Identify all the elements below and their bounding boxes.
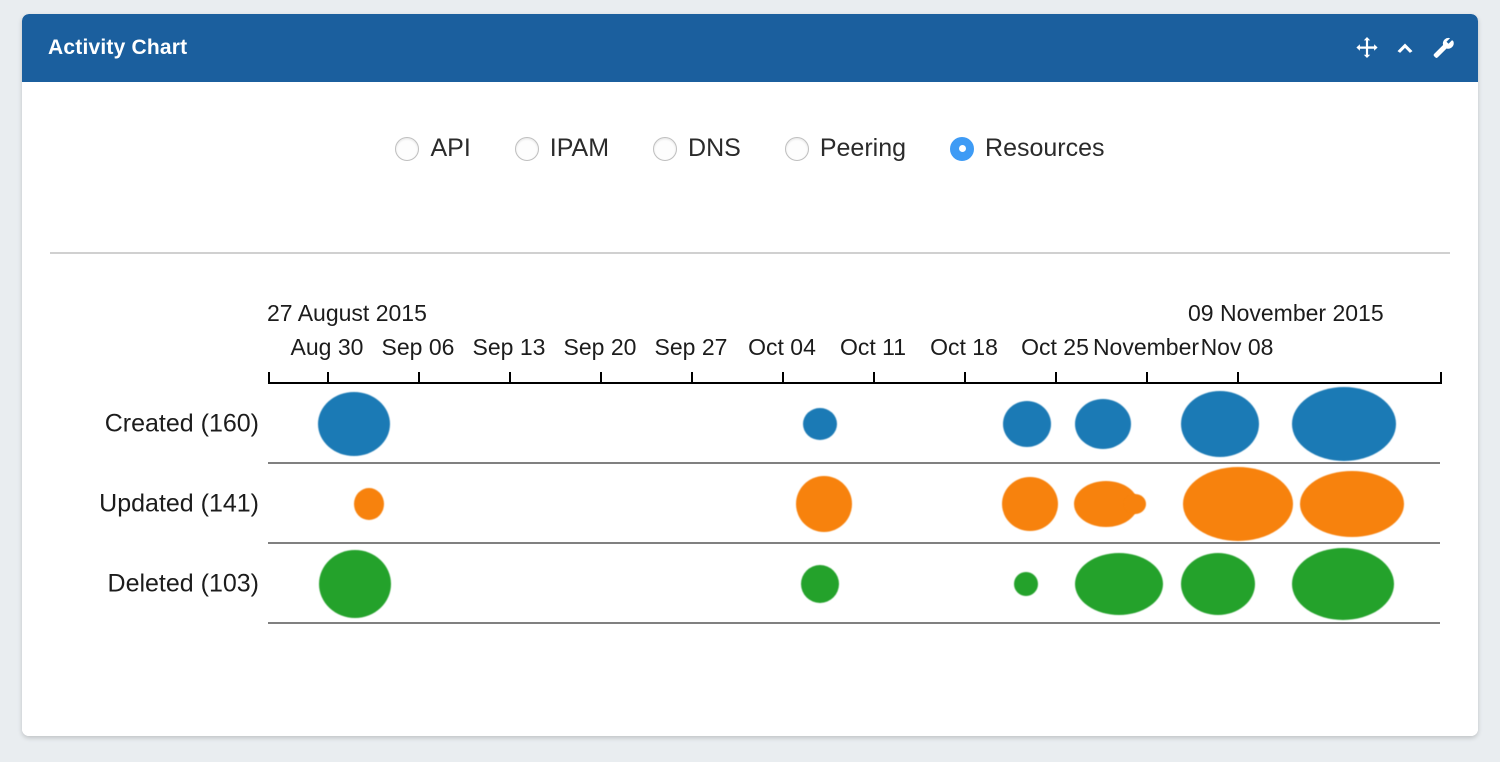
activity-bubble[interactable] xyxy=(1075,553,1163,615)
x-axis-tick xyxy=(327,372,329,384)
activity-row-track xyxy=(268,384,1440,464)
x-axis-tick-label: Sep 06 xyxy=(381,334,455,360)
radio-option-dns[interactable]: DNS xyxy=(653,134,741,163)
move-icon[interactable] xyxy=(1354,35,1380,61)
x-axis-tick xyxy=(418,372,420,384)
activity-bubble[interactable] xyxy=(1181,391,1259,457)
x-axis-tick xyxy=(873,372,875,384)
activity-row-separator xyxy=(268,462,1440,464)
x-axis-tick xyxy=(268,372,270,384)
activity-chart-panel: Activity Chart A xyxy=(22,14,1478,736)
radio-label: Peering xyxy=(819,134,907,162)
x-axis-tick xyxy=(600,372,602,384)
activity-chart: 27 August 2015 09 November 2015 Aug 30 Se… xyxy=(22,272,1478,692)
x-axis-tick-label: Oct 25 xyxy=(1021,334,1089,360)
range-start-label: 27 August 2015 xyxy=(267,300,427,326)
x-axis-tick-label: Aug 30 xyxy=(290,334,364,360)
activity-row: Created (160) xyxy=(22,384,1478,464)
activity-row-label: Updated (141) xyxy=(99,489,259,518)
x-axis-tick xyxy=(509,372,511,384)
panel-header-actions xyxy=(1354,35,1456,61)
x-axis-tick-label: Sep 13 xyxy=(472,334,546,360)
x-axis-tick xyxy=(1440,372,1442,384)
x-axis-tick xyxy=(1055,372,1057,384)
x-axis-tick xyxy=(782,372,784,384)
activity-rows: Created (160) Updated (141) Deleted (103) xyxy=(22,384,1478,624)
radio-option-peering[interactable]: Peering xyxy=(784,134,907,163)
radio-label: IPAM xyxy=(549,134,610,162)
activity-bubble[interactable] xyxy=(1075,399,1131,449)
x-axis-tick-label: Sep 20 xyxy=(563,334,637,360)
activity-row-label: Deleted (103) xyxy=(107,569,259,598)
radio-icon[interactable] xyxy=(653,136,678,161)
activity-bubble[interactable] xyxy=(801,565,839,603)
activity-bubble[interactable] xyxy=(1014,572,1038,596)
activity-bubble[interactable] xyxy=(1292,387,1396,461)
activity-bubble[interactable] xyxy=(1183,467,1293,541)
x-axis-tick-label: Oct 18 xyxy=(930,334,998,360)
activity-bubble[interactable] xyxy=(803,408,837,440)
x-axis-tick-label: Nov 08 xyxy=(1200,334,1274,360)
activity-bubble[interactable] xyxy=(1300,471,1404,537)
activity-bubble[interactable] xyxy=(1003,401,1051,447)
activity-row-label: Created (160) xyxy=(104,409,259,438)
radio-option-ipam[interactable]: IPAM xyxy=(514,134,610,163)
x-axis-tick xyxy=(691,372,693,384)
radio-icon-selected[interactable] xyxy=(950,136,975,161)
radio-label: API xyxy=(430,134,471,162)
activity-bubble[interactable] xyxy=(1292,548,1394,620)
chevron-up-icon[interactable] xyxy=(1392,35,1418,61)
activity-row-separator xyxy=(268,542,1440,544)
page-title: Activity Chart xyxy=(48,36,188,59)
x-axis-tick-label: Oct 11 xyxy=(839,334,907,360)
activity-bubble[interactable] xyxy=(318,392,390,456)
activity-bubble[interactable] xyxy=(1124,494,1146,514)
radio-icon[interactable] xyxy=(784,136,809,161)
activity-bubble[interactable] xyxy=(319,550,391,618)
activity-row-track xyxy=(268,464,1440,544)
activity-source-radio-group: API IPAM DNS Peering Resources xyxy=(22,134,1478,163)
radio-option-api[interactable]: API xyxy=(395,134,471,163)
activity-bubble[interactable] xyxy=(1002,477,1058,531)
wrench-icon[interactable] xyxy=(1430,35,1456,61)
x-axis-tick xyxy=(964,372,966,384)
x-axis-tick xyxy=(1146,372,1148,384)
x-axis-tick-label: Sep 27 xyxy=(654,334,728,360)
radio-label: Resources xyxy=(985,134,1105,162)
activity-bubble[interactable] xyxy=(796,476,852,532)
panel-body: API IPAM DNS Peering Resources 27 August xyxy=(22,82,1478,736)
x-axis-tick-label: November xyxy=(1092,334,1200,360)
x-axis-line xyxy=(268,382,1440,384)
range-end-label: 09 November 2015 xyxy=(1188,300,1384,326)
x-axis-tick-label: Oct 04 xyxy=(748,334,816,360)
x-axis xyxy=(268,372,1442,384)
radio-option-resources[interactable]: Resources xyxy=(950,134,1105,163)
x-axis-tick-labels: Aug 30 Sep 06 Sep 13 Sep 20 Sep 27 Oct 04 Oct … xyxy=(22,334,1478,364)
activity-row: Deleted (103) xyxy=(22,544,1478,624)
radio-label: DNS xyxy=(688,134,741,162)
activity-bubble[interactable] xyxy=(354,488,384,520)
section-divider xyxy=(50,252,1450,254)
activity-row-separator xyxy=(268,622,1440,624)
radio-icon[interactable] xyxy=(514,136,539,161)
radio-icon[interactable] xyxy=(395,136,420,161)
panel-header: Activity Chart xyxy=(22,14,1478,82)
activity-row-track xyxy=(268,544,1440,624)
x-axis-tick xyxy=(1237,372,1239,384)
activity-row: Updated (141) xyxy=(22,464,1478,544)
activity-bubble[interactable] xyxy=(1181,553,1255,615)
